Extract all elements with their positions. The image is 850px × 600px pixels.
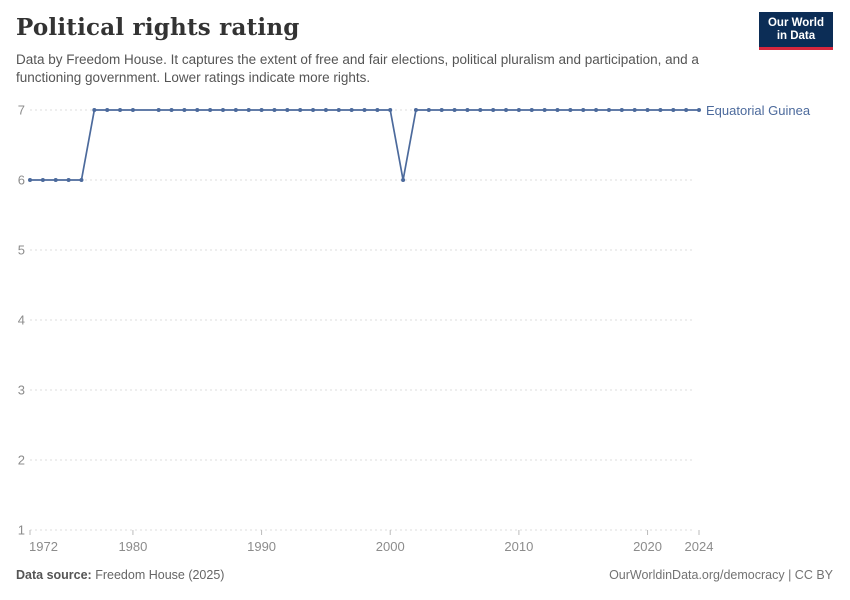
owid-logo-line1: Our World (767, 17, 824, 29)
x-tick-label-1980: 1980 (118, 539, 147, 554)
data-point-marker (388, 108, 393, 112)
data-point-marker (401, 178, 406, 182)
data-point-marker (478, 108, 483, 112)
data-point-marker (246, 108, 251, 112)
y-tick-label-2: 2 (18, 453, 25, 468)
data-point-marker (28, 178, 32, 182)
footer-attribution: OurWorldinData.org/democracy | CC BY (609, 568, 833, 582)
x-tick-label-2024: 2024 (685, 539, 714, 554)
owid-logo-line2: in Data (776, 30, 816, 42)
data-point-marker (349, 108, 354, 112)
data-source-label: Data source: (16, 568, 92, 582)
data-point-marker (336, 108, 341, 112)
chart-subtitle: Data by Freedom House. It captures the e… (16, 52, 699, 85)
data-point-marker (66, 178, 71, 182)
data-point-marker (594, 108, 599, 112)
data-point-marker (375, 108, 380, 112)
data-point-marker (632, 108, 637, 112)
data-point-marker (671, 108, 676, 112)
x-tick-label-2020: 2020 (633, 539, 662, 554)
page-title: Political rights rating (16, 14, 300, 41)
data-point-marker (529, 108, 534, 112)
data-point-marker (516, 108, 521, 112)
data-point-marker (581, 108, 586, 112)
data-point-marker (426, 108, 431, 112)
owid-logo: Our World in Data (758, 12, 833, 50)
data-point-marker (169, 108, 174, 112)
data-point-marker (272, 108, 277, 112)
data-point-marker (40, 178, 45, 182)
data-point-marker (92, 108, 97, 112)
data-source-value: Freedom House (2025) (95, 568, 225, 582)
data-point-marker (323, 108, 328, 112)
x-tick-label-1972: 1972 (29, 539, 58, 554)
data-point-marker (259, 108, 264, 112)
data-point-marker (606, 108, 611, 112)
data-point-marker (105, 108, 110, 112)
series-line-equatorial-guinea (30, 109, 699, 181)
data-point-marker (542, 108, 547, 112)
data-point-marker (568, 108, 573, 112)
line-chart-plot-area[interactable]: 1 2 3 4 5 6 7 1972 1980 1990 2000 2010 2020 2024 (0, 95, 850, 565)
x-tick-label-2010: 2010 (504, 539, 533, 554)
y-tick-label-4: 4 (18, 313, 25, 328)
y-tick-label-5: 5 (18, 243, 25, 258)
y-tick-label-3: 3 (18, 383, 25, 398)
line-chart-svg[interactable]: 1 2 3 4 5 6 7 1972 1980 1990 2000 2010 2020 2024 (0, 95, 850, 565)
x-tick-label-2000: 2000 (376, 539, 405, 554)
data-point-marker (195, 108, 200, 112)
y-tick-label-6: 6 (18, 173, 25, 188)
footer: Data source: Freedom House (2025) OurWor… (16, 568, 833, 582)
data-point-marker (220, 108, 225, 112)
data-point-marker (491, 108, 496, 112)
data-point-marker (130, 108, 135, 112)
y-tick-label-1: 1 (18, 523, 25, 538)
data-point-marker (684, 108, 689, 112)
data-point-marker (452, 108, 457, 112)
y-tick-label-7: 7 (18, 103, 25, 118)
data-source: Data source: Freedom House (2025) (16, 568, 224, 582)
data-point-marker (285, 108, 290, 112)
data-point-marker (79, 178, 84, 182)
data-point-marker (555, 108, 560, 112)
data-point-marker (504, 108, 509, 112)
data-point-marker (156, 108, 161, 112)
data-point-marker (182, 108, 187, 112)
data-point-marker (53, 178, 58, 182)
series-label-equatorial-guinea[interactable]: Equatorial Guinea (706, 103, 811, 118)
data-point-marker (645, 108, 650, 112)
data-point-marker (697, 108, 701, 112)
data-point-marker (208, 108, 213, 112)
data-point-marker (362, 108, 367, 112)
data-point-marker (311, 108, 316, 112)
data-point-marker (298, 108, 303, 112)
data-point-marker (465, 108, 470, 112)
data-point-marker (118, 108, 123, 112)
data-point-marker (413, 108, 418, 112)
data-point-marker (233, 108, 238, 112)
x-tick-label-1990: 1990 (247, 539, 276, 554)
data-point-marker (658, 108, 663, 112)
data-point-marker (439, 108, 444, 112)
data-point-marker (619, 108, 624, 112)
